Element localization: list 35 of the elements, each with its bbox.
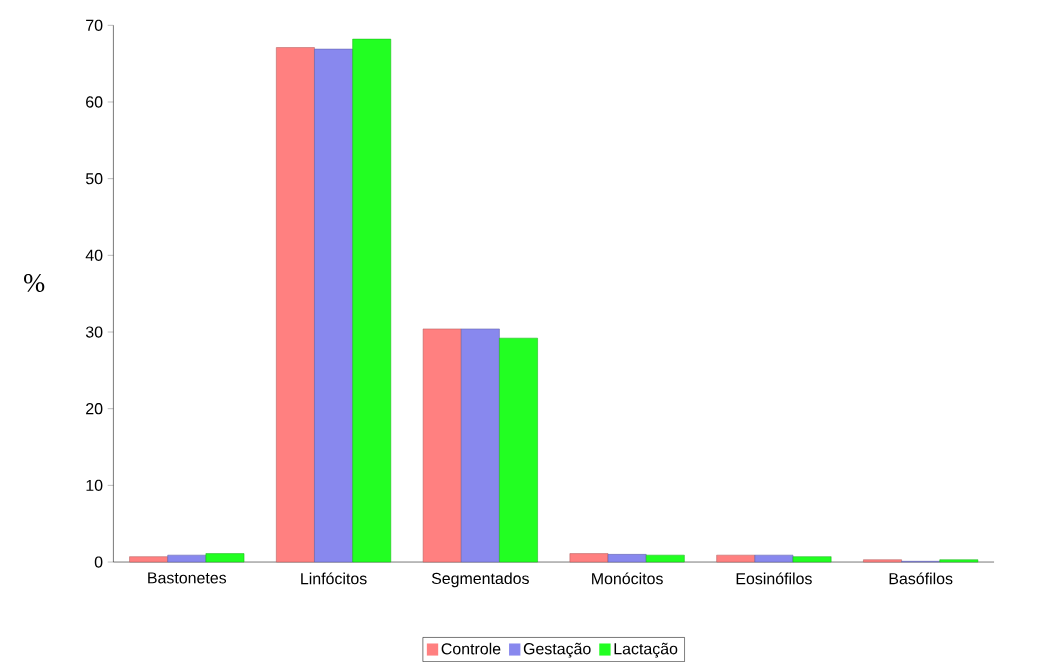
y-tick-label: 0 — [94, 556, 103, 568]
x-tick-label: Segmentados — [431, 572, 529, 588]
bar — [863, 559, 902, 563]
bar — [276, 47, 315, 563]
bar — [352, 38, 392, 563]
bar — [460, 328, 500, 563]
bar — [314, 48, 353, 563]
bar — [939, 559, 979, 563]
legend-label: Lactação — [614, 642, 678, 658]
y-tick-label: 70 — [86, 19, 103, 32]
y-axis-title: % — [23, 274, 45, 293]
bar — [607, 554, 647, 563]
y-tick-label: 40 — [85, 249, 103, 262]
bar — [205, 553, 245, 563]
x-tick-label: Monócitos — [592, 572, 663, 585]
x-tick-label: Eosinófilos — [736, 572, 812, 585]
x-tick-label: Linfócitos — [301, 572, 367, 585]
legend-label: Controle — [441, 642, 501, 655]
legend-label: Gestação — [523, 642, 591, 658]
y-tick-label: 20 — [86, 403, 103, 415]
bar — [645, 554, 685, 563]
y-tick-label: 10 — [86, 479, 103, 492]
bar — [499, 337, 538, 563]
bar — [716, 554, 756, 563]
bar — [792, 556, 832, 563]
y-tick-label: 50 — [85, 173, 103, 185]
bar — [422, 328, 462, 563]
y-tick-label: 30 — [85, 326, 103, 338]
x-tick-label: Basófilos — [889, 572, 953, 585]
y-tick-label: 60 — [86, 96, 103, 108]
bar — [569, 553, 609, 563]
bar — [167, 554, 207, 563]
bar — [129, 556, 168, 563]
bar — [754, 554, 794, 563]
x-tick-label: Bastonetes — [148, 572, 227, 584]
